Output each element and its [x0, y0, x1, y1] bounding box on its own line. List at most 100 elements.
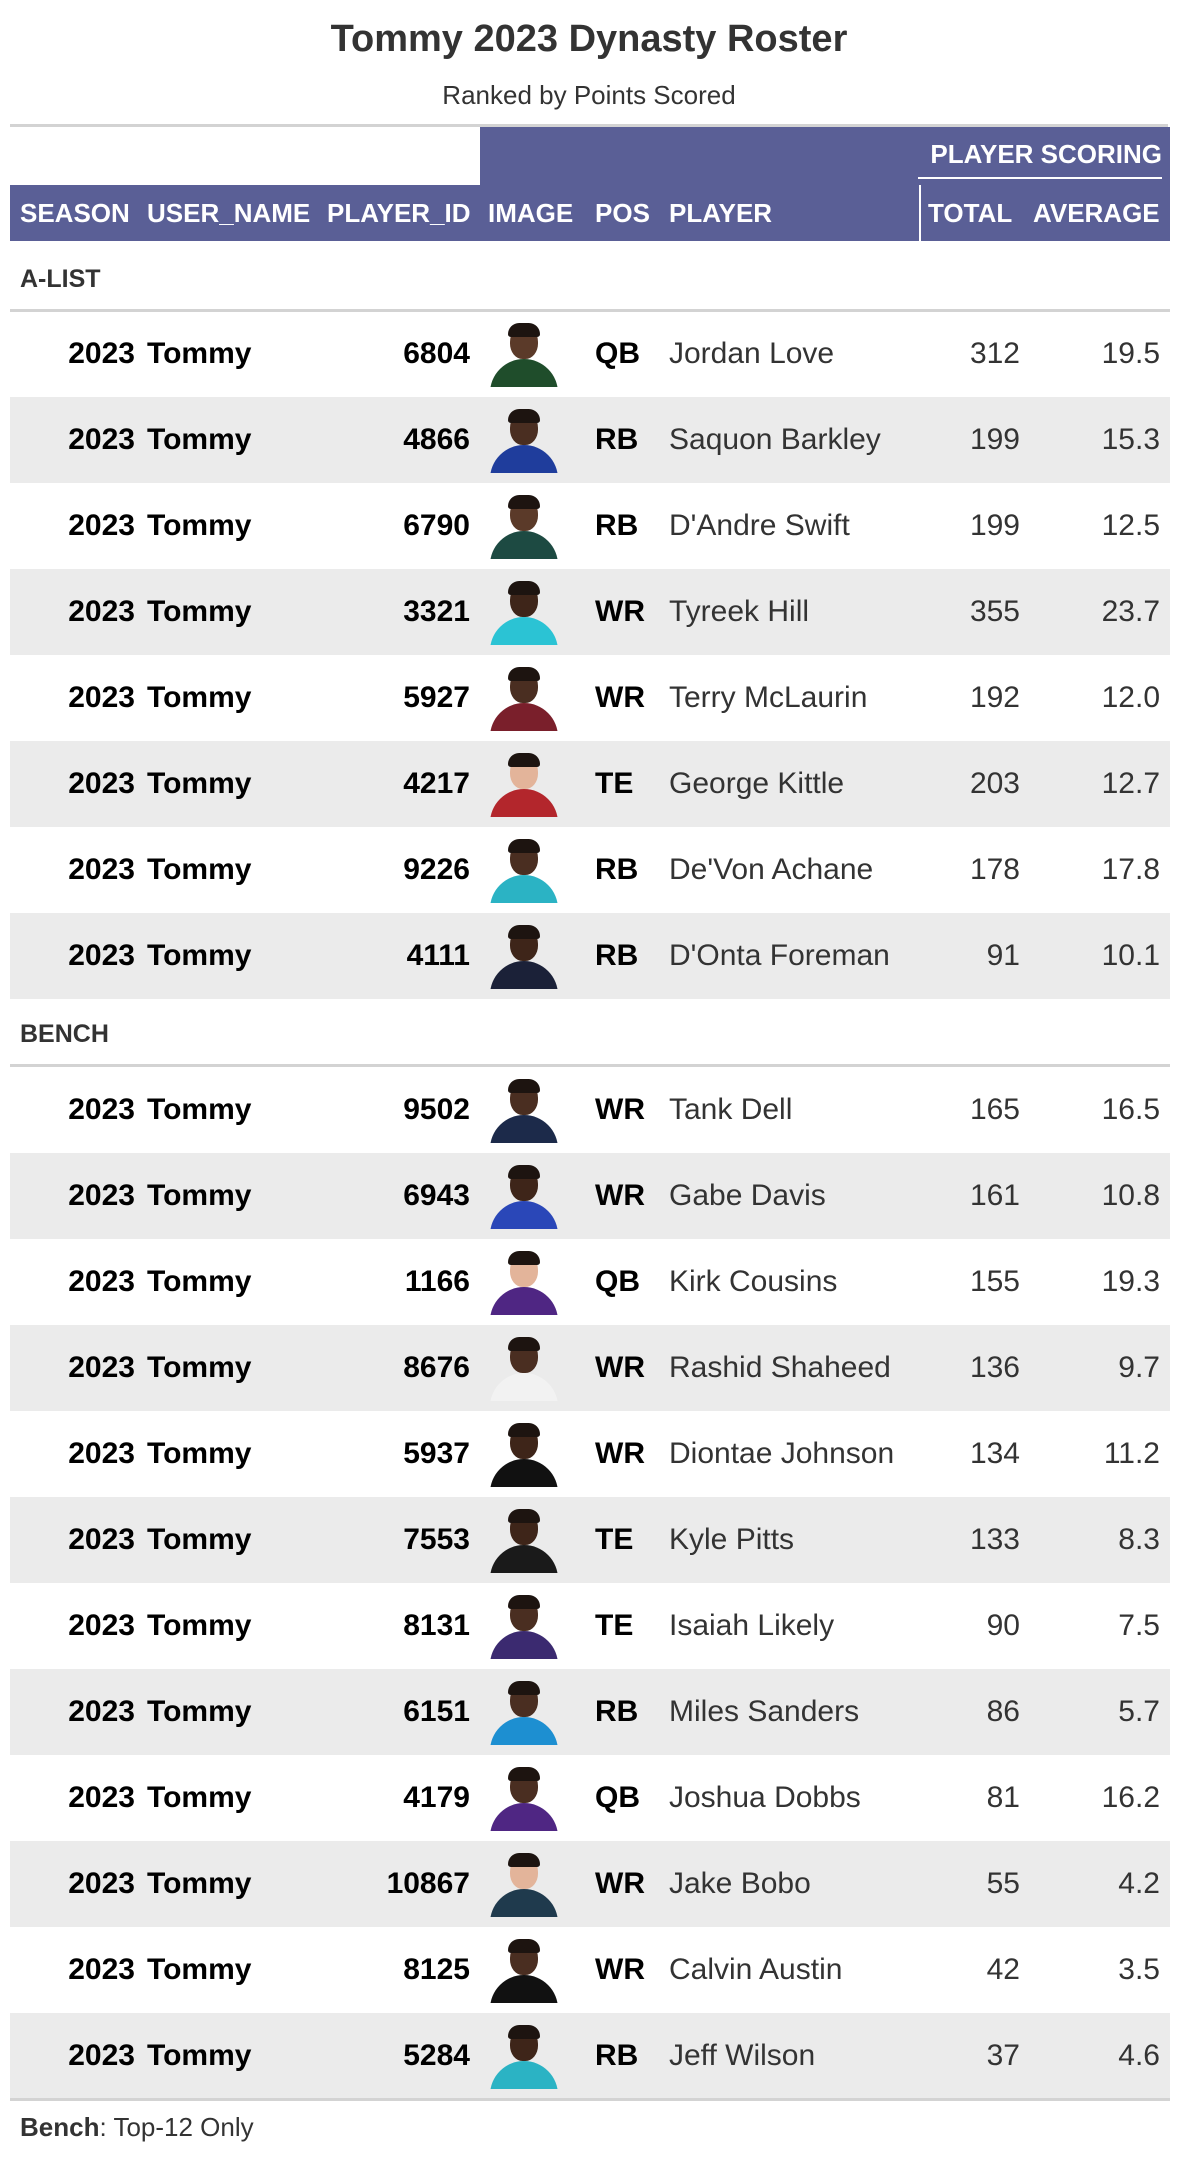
player-headshot — [488, 1679, 560, 1745]
cell-average: 11.2 — [1103, 1437, 1160, 1470]
cell-player-name: D'Andre Swift — [669, 509, 850, 542]
cell-player-name: D'Onta Foreman — [669, 939, 890, 972]
cell-total: 192 — [969, 681, 1020, 714]
cell-average: 16.5 — [1101, 1093, 1160, 1126]
headshot-hair — [508, 2025, 540, 2039]
cell-total: 178 — [969, 853, 1020, 886]
col-season: SEASON — [20, 198, 130, 228]
header-divider — [919, 185, 921, 241]
cell-user-name: Tommy — [147, 681, 252, 714]
table-row: 2023 Tommy 5927 WR Terry McLaurin 192 12.0 — [10, 655, 1170, 741]
headshot-jersey — [490, 703, 558, 731]
cell-season: 2023 — [68, 767, 135, 800]
player-headshot — [488, 407, 560, 473]
cell-user-name: Tommy — [147, 2039, 252, 2072]
headshot-hair — [508, 1853, 540, 1867]
player-headshot — [488, 579, 560, 645]
cell-player-id: 8676 — [403, 1351, 470, 1384]
cell-player-name: Tyreek Hill — [669, 595, 810, 628]
cell-pos: QB — [595, 337, 640, 370]
cell-total: 355 — [969, 595, 1020, 628]
cell-average: 19.5 — [1101, 337, 1160, 370]
headshot-jersey — [490, 1459, 558, 1487]
headshot-hair — [508, 409, 540, 423]
cell-player-name: George Kittle — [669, 767, 845, 800]
cell-total: 91 — [986, 939, 1020, 972]
player-headshot — [488, 1765, 560, 1831]
cell-player-id: 9226 — [403, 853, 470, 886]
cell-player-name: Saquon Barkley — [669, 423, 881, 456]
player-headshot — [488, 665, 560, 731]
cell-average: 10.1 — [1101, 939, 1160, 972]
col-pos: POS — [595, 198, 650, 228]
table-row: 2023 Tommy 5284 RB Jeff Wilson 37 4.6 — [10, 2013, 1170, 2099]
player-headshot — [488, 2023, 560, 2089]
cell-pos: RB — [595, 2039, 639, 2072]
table-row: 2023 Tommy 7553 TE Kyle Pitts 133 8.3 — [10, 1497, 1170, 1583]
cell-player-id: 6943 — [403, 1179, 470, 1212]
player-headshot — [488, 1851, 560, 1917]
table-row: 2023 Tommy 6804 QB Jordan Love 312 19.5 — [10, 311, 1170, 397]
player-headshot — [488, 923, 560, 989]
cell-user-name: Tommy — [147, 1609, 252, 1642]
table-row: 2023 Tommy 9502 WR Tank Dell 165 16.5 — [10, 1067, 1170, 1153]
cell-user-name: Tommy — [147, 1179, 252, 1212]
headshot-hair — [508, 753, 540, 767]
cell-total: 55 — [986, 1867, 1020, 1900]
table-row: 2023 Tommy 4111 RB D'Onta Foreman 91 10.1 — [10, 913, 1170, 999]
cell-user-name: Tommy — [147, 1351, 252, 1384]
cell-player-name: Isaiah Likely — [669, 1609, 835, 1642]
cell-pos: WR — [595, 681, 645, 714]
headshot-jersey — [490, 1889, 558, 1917]
page-subtitle: Ranked by Points Scored — [442, 80, 736, 110]
cell-average: 5.7 — [1118, 1695, 1160, 1728]
cell-player-name: Diontae Johnson — [669, 1437, 895, 1470]
cell-average: 10.8 — [1101, 1179, 1160, 1212]
cell-user-name: Tommy — [147, 595, 252, 628]
cell-player-id: 4179 — [403, 1781, 470, 1814]
headshot-jersey — [490, 1545, 558, 1573]
cell-season: 2023 — [68, 1523, 135, 1556]
cell-player-name: Miles Sanders — [669, 1695, 860, 1728]
headshot-hair — [508, 1165, 540, 1179]
cell-pos: RB — [595, 1695, 639, 1728]
table-row: 2023 Tommy 4866 RB Saquon Barkley 199 15.3 — [10, 397, 1170, 483]
cell-total: 199 — [969, 509, 1020, 542]
cell-pos: RB — [595, 939, 639, 972]
cell-total: 37 — [986, 2039, 1020, 2072]
cell-player-id: 6804 — [403, 337, 470, 370]
table-row: 2023 Tommy 10867 WR Jake Bobo 55 4.2 — [10, 1841, 1170, 1927]
table-row: 2023 Tommy 6151 RB Miles Sanders 86 5.7 — [10, 1669, 1170, 1755]
player-headshot — [488, 321, 560, 387]
table-top-rule — [10, 124, 1168, 127]
player-headshot — [488, 1937, 560, 2003]
cell-user-name: Tommy — [147, 1093, 252, 1126]
cell-pos: RB — [595, 509, 639, 542]
cell-season: 2023 — [68, 423, 135, 456]
headshot-hair — [508, 323, 540, 337]
column-spanner: PLAYER SCORING — [480, 127, 1170, 185]
table-row: 2023 Tommy 6790 RB D'Andre Swift 199 12.5 — [10, 483, 1170, 569]
cell-player-id: 6790 — [403, 509, 470, 542]
table-row: 2023 Tommy 6943 WR Gabe Davis 161 10.8 — [10, 1153, 1170, 1239]
cell-user-name: Tommy — [147, 1523, 252, 1556]
cell-total: 155 — [969, 1265, 1020, 1298]
headshot-jersey — [490, 1631, 558, 1659]
cell-total: 86 — [986, 1695, 1020, 1728]
footnote-label: Bench — [20, 2112, 100, 2142]
cell-pos: QB — [595, 1781, 640, 1814]
headshot-jersey — [490, 531, 558, 559]
cell-player-name: Gabe Davis — [669, 1179, 826, 1212]
table-row: 2023 Tommy 5937 WR Diontae Johnson 134 11.2 — [10, 1411, 1170, 1497]
table-row: 2023 Tommy 3321 WR Tyreek Hill 355 23.7 — [10, 569, 1170, 655]
cell-pos: TE — [595, 1609, 634, 1642]
cell-season: 2023 — [68, 1351, 135, 1384]
col-average: AVERAGE — [1033, 198, 1160, 228]
cell-season: 2023 — [68, 1867, 135, 1900]
cell-season: 2023 — [68, 1179, 135, 1212]
cell-total: 42 — [986, 1953, 1020, 1986]
cell-player-name: Kirk Cousins — [669, 1265, 838, 1298]
cell-player-id: 4217 — [403, 767, 470, 800]
player-headshot — [488, 1507, 560, 1573]
table-row: 2023 Tommy 4217 TE George Kittle 203 12.7 — [10, 741, 1170, 827]
